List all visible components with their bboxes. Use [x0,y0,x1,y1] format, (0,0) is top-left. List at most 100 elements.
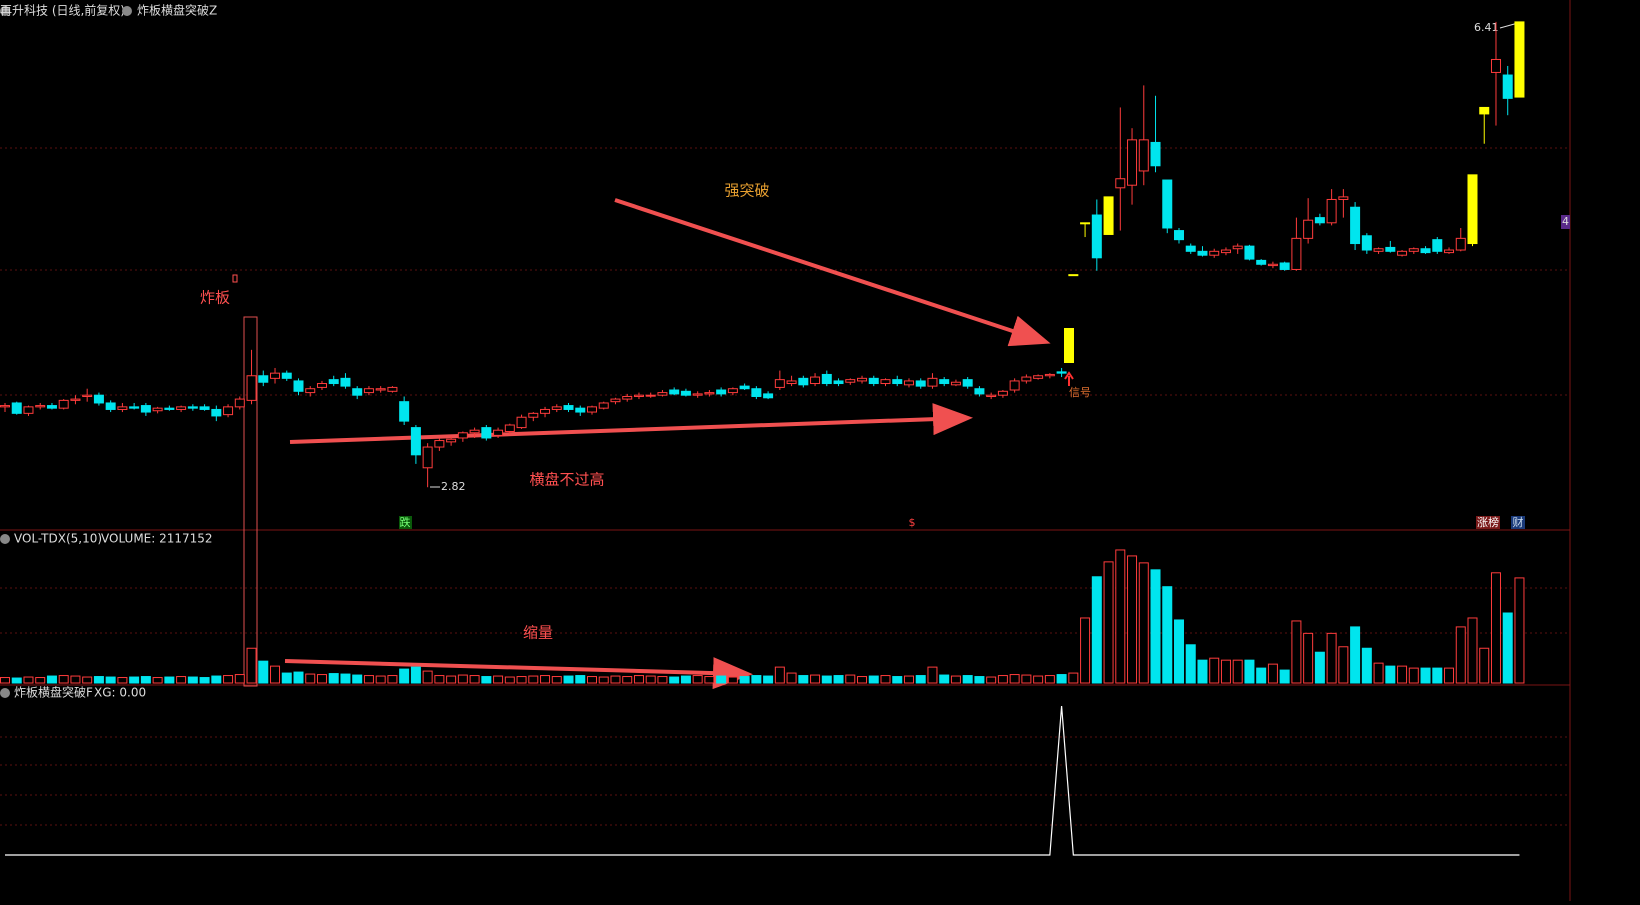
arrow [289,403,973,444]
candle-body [352,388,363,396]
dropdown-icon[interactable] [122,6,132,16]
candle-body [1267,263,1278,267]
marker [232,274,238,283]
candle-body [387,386,398,392]
candle-body [1467,174,1478,245]
volume-bar [0,677,10,684]
candle-body [669,389,680,395]
candle-body [457,432,468,439]
marker[interactable]: 财 [1513,515,1524,529]
volume-bar [105,676,116,684]
candle-body [1303,219,1314,239]
volume-bar [187,676,198,684]
volume-bar [1244,659,1255,684]
volume-bar [1408,667,1419,684]
high-label: 6.41 [1474,21,1499,34]
volume-bar [1115,549,1126,684]
volume-bar [786,672,797,684]
volume-bar [281,672,292,684]
volume-bar [1455,626,1466,684]
volume-bar [446,675,457,684]
volume-bar [950,675,961,684]
volume-bar [1479,647,1490,684]
candle-body [481,427,492,439]
volume-bar [223,675,234,684]
candle-body [716,389,727,395]
candle-body [281,372,292,379]
volume-bar [587,676,597,684]
candle-body [833,380,844,385]
volume-bar [1267,663,1278,684]
volume-bar [1033,675,1044,684]
volume-bar [986,676,997,684]
annotation: 信号 [1069,386,1091,399]
candle-body [540,408,551,414]
candle-body [1115,178,1126,189]
candle-body [223,406,234,416]
candle-body [657,392,668,396]
price-tag-label: 4 [1562,215,1569,228]
volume-bar [1291,620,1302,684]
volume-bar [1091,576,1102,684]
arrow [284,657,753,690]
volume-bar [328,673,339,684]
volume-bar [1338,646,1349,684]
dropdown-icon[interactable] [0,688,10,698]
candle-body [1502,74,1513,99]
candle-body [211,408,222,417]
volume-bar [1103,561,1114,684]
candle-body [11,402,22,414]
volume-bar [1056,674,1067,684]
volume-bar [598,676,609,684]
volume-bar [1044,675,1055,684]
candle-body [692,393,703,396]
volume-bar [1361,647,1372,684]
candle-body [105,402,116,410]
candle-body [974,388,985,395]
candle-body [1244,245,1255,260]
marker-box [1511,516,1525,529]
volume-bar [93,676,104,684]
candle-body [422,446,433,469]
candle-body [399,401,410,422]
candle-body [176,406,187,410]
volume-bar [434,675,445,684]
volume-bar [23,676,34,684]
volume-bar [1514,577,1525,684]
candle-body [927,377,938,387]
volume-bar [387,675,398,684]
volume-bar [316,674,327,684]
marker[interactable]: 涨榜 [1477,515,1499,529]
volume-bar [293,671,304,684]
candle-body [622,395,633,400]
dropdown-icon[interactable] [0,6,10,16]
candle-body [1232,245,1243,250]
candle-body [504,424,515,432]
candle-body [1044,373,1055,377]
volume-bar [516,676,527,684]
volume-bar [1138,562,1149,684]
candle-body [270,372,281,379]
volume-bar [774,666,785,684]
volume-bar [880,675,891,684]
volume-bar [763,675,774,684]
candle-body [892,379,903,385]
volume-bar [1444,667,1455,684]
volume-bar [11,677,22,684]
candle-body [1350,206,1361,245]
candle-body [35,405,46,408]
candle-body [786,380,797,385]
candle-body [1326,198,1337,224]
candle-body [939,379,950,385]
candle-body [1279,262,1290,270]
candle-body [810,376,821,385]
volume-bar [35,677,46,684]
candle-body [1408,248,1419,252]
candle-body [1068,274,1079,277]
marker: 跌 [400,515,411,529]
dropdown-icon[interactable] [0,534,10,544]
volume-bar [680,675,691,684]
volume-bar [352,674,363,684]
volume-bar [727,676,738,684]
